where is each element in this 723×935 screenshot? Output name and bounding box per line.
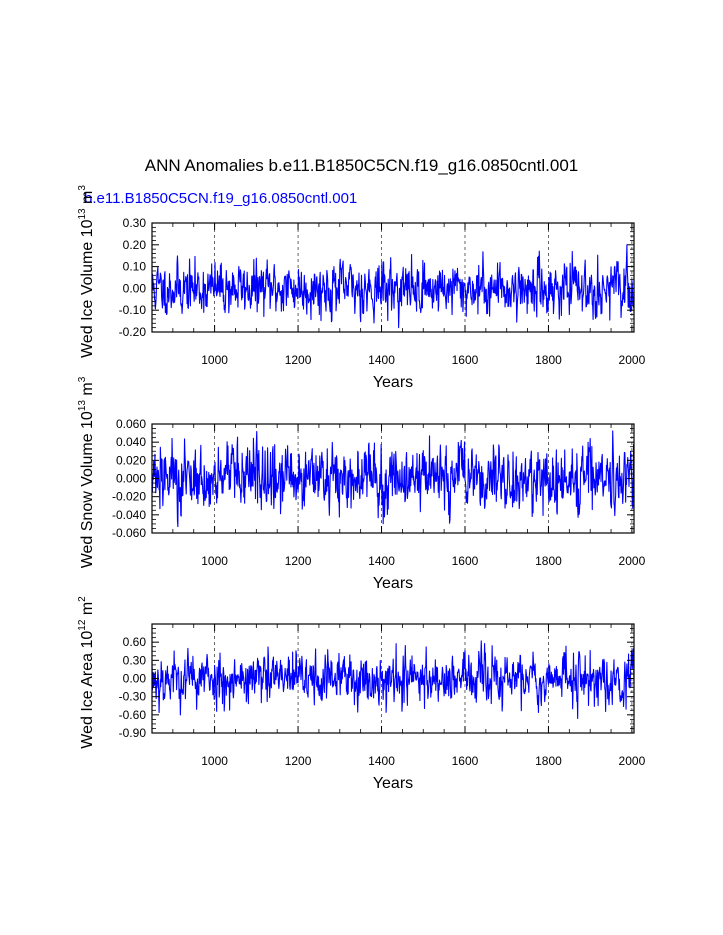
xtick-label: 1800 [535,754,562,768]
ytick-label: -0.020 [112,490,146,504]
y-axis-title: Wed Ice Area 1012 m2 [77,596,96,749]
ytick-label: 0.020 [116,453,146,467]
ytick-label: -0.30 [119,690,147,704]
ytick-label: 0.060 [116,417,146,431]
ytick-label: -0.060 [112,526,146,540]
ytick-label: -0.90 [119,726,147,740]
xtick-label: 2000 [619,554,646,568]
chart-title: ANN Anomalies b.e11.B1850C5CN.f19_g16.08… [144,156,579,175]
x-axis-title: Years [373,775,413,792]
ytick-label: 0.20 [123,238,147,252]
xtick-label: 2000 [619,353,646,367]
ytick-label: 0.60 [123,635,147,649]
y-axis-title: Wed Ice Volume 1013 m3 [77,185,96,358]
series-line-wed-snow-volume [151,430,635,528]
ytick-label: 0.040 [116,435,146,449]
xtick-label: 1600 [452,754,479,768]
ytick-label: 0.30 [123,653,147,667]
y-axis-title: Wed Snow Volume 1013 m3 [77,376,96,568]
xtick-label: 1600 [452,554,479,568]
panel-ice-area: -0.90 -0.60 -0.30 0.00 0.30 0.60 1000 1200 1400 1… [77,596,646,792]
series-line-wed-ice-area [151,640,635,720]
plot-frame [151,222,635,333]
ytick-label: 0.10 [123,260,147,274]
xtick-label: 1200 [285,353,312,367]
panel-ice-volume: -0.20 -0.10 0.00 0.10 0.20 0.30 1000 1200 1400 16… [77,185,646,391]
case-label: b.e11.B1850C5CN.f19_g16.0850cntl.001 [84,190,358,207]
ytick-label: -0.60 [119,708,147,722]
series-line-wed-ice-volume [151,244,635,329]
ytick-label: 0.00 [123,672,147,686]
xtick-label: 1200 [285,554,312,568]
x-axis-title: Years [373,374,413,391]
xtick-label: 1000 [201,554,228,568]
xtick-label: 1600 [452,353,479,367]
ytick-label: 0.000 [116,472,146,486]
ytick-label: 0.30 [123,216,147,230]
ytick-label: -0.040 [112,508,146,522]
xtick-label: 1400 [368,554,395,568]
ytick-label: -0.10 [119,303,147,317]
xtick-label: 1400 [368,754,395,768]
ytick-label: -0.20 [119,325,147,339]
xtick-label: 1000 [201,353,228,367]
xtick-label: 2000 [619,754,646,768]
xtick-label: 1200 [285,754,312,768]
xtick-label: 1400 [368,353,395,367]
xtick-label: 1000 [201,754,228,768]
xtick-label: 1800 [535,554,562,568]
ytick-label: 0.00 [123,281,147,295]
x-axis-title: Years [373,575,413,592]
xtick-label: 1800 [535,353,562,367]
panel-snow-volume: -0.060 -0.040 -0.020 0.000 0.020 0.040 0.060 10… [77,376,646,592]
